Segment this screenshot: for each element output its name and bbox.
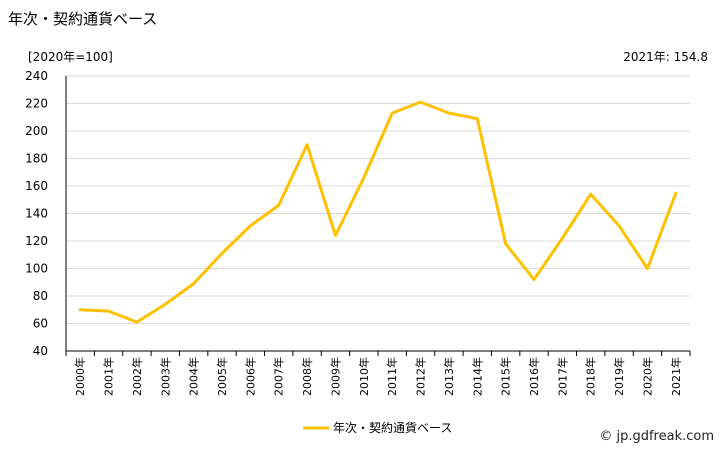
x-tick-label: 2016年 [527,357,541,396]
series-lines [78,100,678,324]
y-tick-label: 80 [33,289,48,303]
x-tick-label: 2021年 [669,357,683,396]
x-tick-label: 2005年 [215,357,229,396]
x-tick-label: 2000年 [73,357,87,396]
copyright-icon: © [599,429,613,444]
x-tick-label: 2013年 [442,357,456,396]
latest-value-label: 2021年: 154.8 [623,50,708,64]
chart-title: 年次・契約通貨ベース [8,10,158,28]
x-axis-ticks: 2000年 2001年 2002年 2003年 2004年 2005年 2006年 2007年… [73,357,683,396]
x-tick-label: 2011年 [385,357,399,396]
x-tick-label: 2003年 [158,357,172,396]
x-tick-label: 2001年 [102,357,116,396]
y-tick-label: 140 [25,207,48,221]
y-tick-label: 240 [25,69,48,83]
y-tick-label: 160 [25,179,48,193]
x-tick-label: 2020年 [640,357,654,396]
unit-label: [2020年=100] [28,50,113,64]
x-tick-label: 2009年 [328,357,342,396]
x-tick-label: 2002年 [130,357,144,396]
x-tick-label: 2015年 [499,357,513,396]
y-tick-label: 100 [25,262,48,276]
y-tick-label: 220 [25,97,48,111]
y-tick-label: 200 [25,124,48,138]
y-tick-label: 120 [25,234,48,248]
x-tick-label: 2019年 [612,357,626,396]
credit-text: jp.gdfreak.com [616,429,714,444]
grid-lines [66,75,690,324]
x-tick-label: 2007年 [272,357,286,396]
y-tick-label: 180 [25,152,48,166]
y-axis-ticks: 40 60 80 100 120 140 160 180 200 220 240 [25,69,48,358]
legend-label: 年次・契約通貨ベース [333,420,452,435]
x-tick-label: 2004年 [187,357,201,396]
x-tick-label: 2008年 [300,357,314,396]
y-tick-label: 40 [33,344,48,358]
x-tick-label: 2010年 [357,357,371,396]
credit[interactable]: © jp.gdfreak.com [599,429,714,444]
legend: 年次・契約通貨ベース [303,420,452,435]
axes [65,76,691,356]
x-tick-label: 2012年 [414,357,428,396]
x-tick-label: 2018年 [584,357,598,396]
x-tick-label: 2006年 [243,357,257,396]
x-tick-label: 2014年 [470,357,484,396]
y-tick-label: 60 [33,317,48,331]
x-tick-label: 2017年 [555,357,569,396]
series-line [78,100,678,324]
